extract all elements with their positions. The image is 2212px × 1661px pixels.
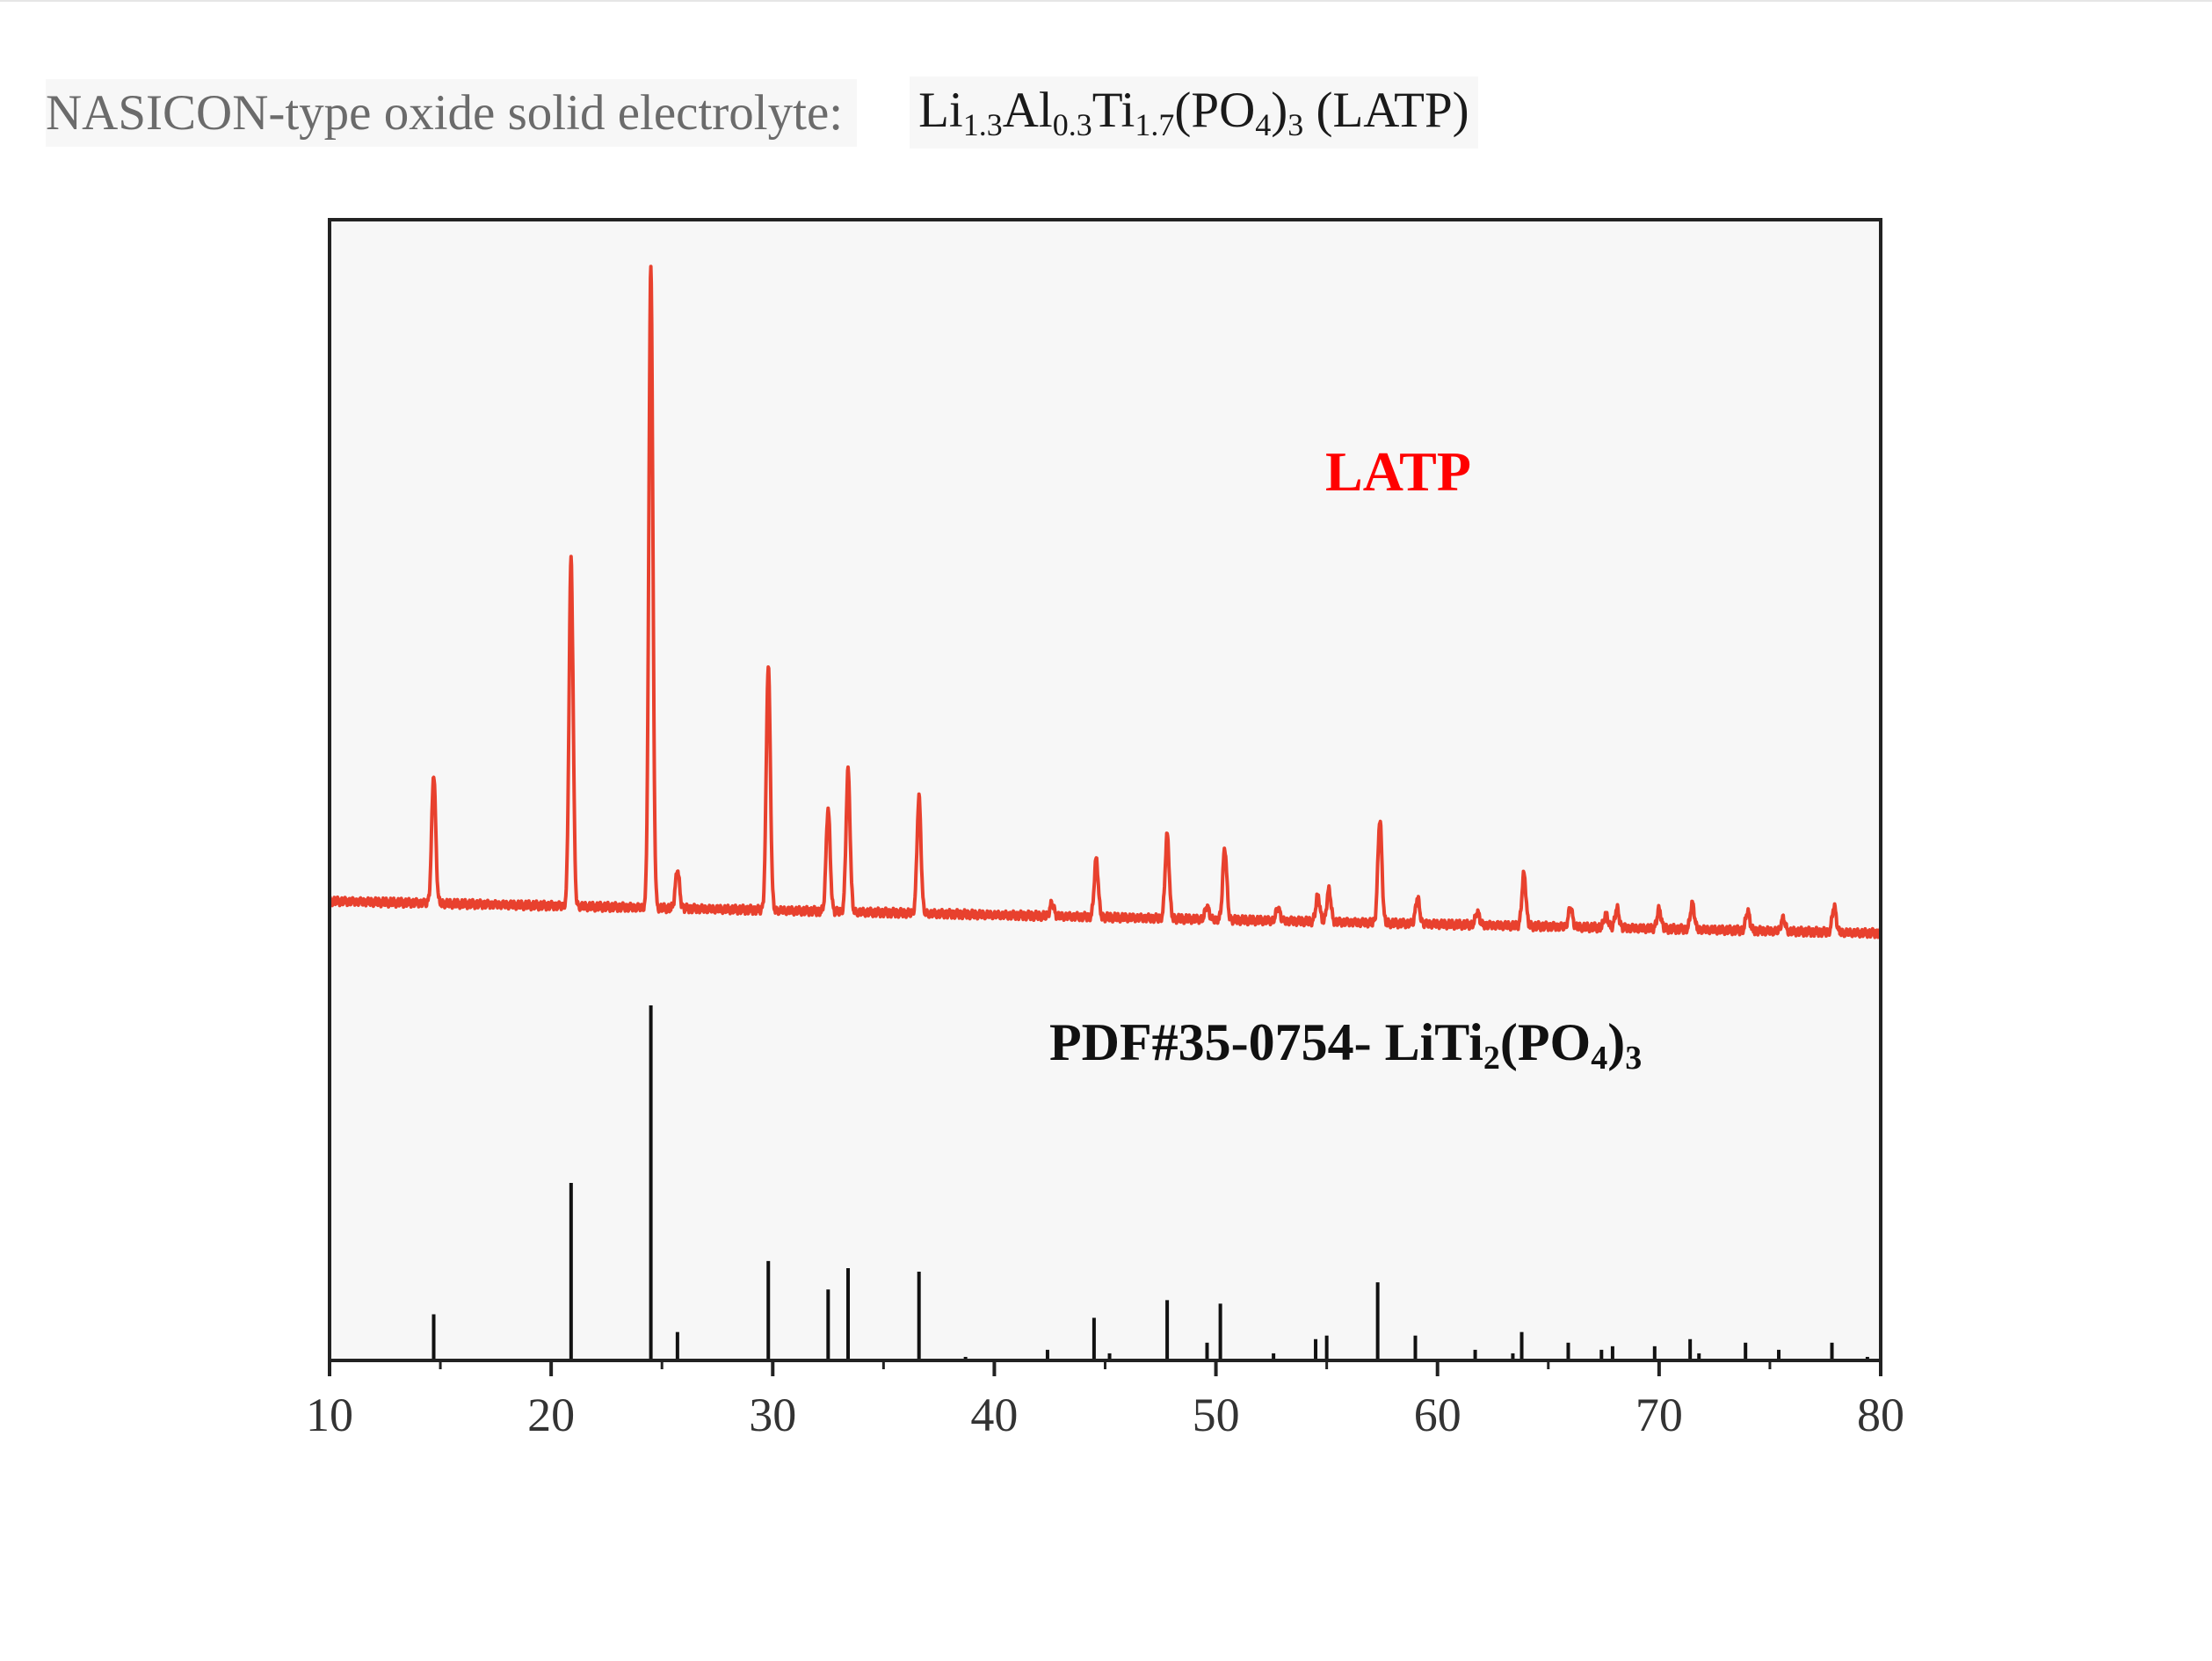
reference-series-label: PDF#35-0754- LiTi2(PO4)3 (1042, 1012, 1650, 1077)
formula-al: Al (1002, 83, 1053, 138)
formula-li-sub: 1.3 (962, 107, 1003, 142)
formula-tail: (LATP) (1303, 83, 1469, 138)
ref-label-sub3: 3 (1625, 1040, 1643, 1077)
heading-prefix: NASICON-type oxide solid electrolyte: (46, 78, 858, 147)
ref-label-pre: PDF#35-0754- LiTi (1049, 1013, 1483, 1071)
x-tick-label: 70 (1635, 1389, 1683, 1441)
x-tick-label: 40 (970, 1389, 1018, 1441)
ref-label-sub1: 2 (1483, 1040, 1500, 1077)
plot-frame (328, 218, 1882, 1362)
reference-sticks (432, 1005, 1869, 1360)
formula-po-sub: 4 (1255, 107, 1272, 142)
formula-po: (PO (1174, 83, 1256, 138)
ref-label-mid: (PO (1499, 1013, 1592, 1071)
ref-label-sub2: 4 (1591, 1040, 1608, 1077)
plot-background (330, 220, 1881, 1360)
formula-close: ) (1271, 83, 1288, 138)
formula-ti: Ti (1091, 83, 1135, 138)
formula-ti-sub: 1.7 (1135, 107, 1175, 142)
x-axis: 10 20 30 40 50 60 70 80 (306, 1360, 1904, 1441)
formula-al-sub: 0.3 (1052, 107, 1092, 142)
ref-label-post: ) (1607, 1013, 1626, 1071)
x-tick-label: 10 (306, 1389, 353, 1441)
page-heading: NASICON-type oxide solid electrolyte: Li… (46, 76, 1478, 149)
latp-series-label: LATP (1325, 440, 1471, 503)
x-tick-label: 60 (1414, 1389, 1461, 1441)
x-tick-label: 30 (749, 1389, 796, 1441)
formula-close-sub: 3 (1287, 107, 1304, 142)
x-tick-label: 50 (1193, 1389, 1240, 1441)
formula-li: Li (918, 83, 963, 138)
x-tick-label: 20 (527, 1389, 575, 1441)
latp-line (328, 265, 1882, 939)
heading-formula: Li1.3Al0.3Ti1.7(PO4)3 (LATP) (910, 76, 1478, 149)
top-divider (0, 0, 2212, 2)
x-tick-label: 80 (1857, 1389, 1904, 1441)
latp-pattern (328, 265, 1882, 939)
